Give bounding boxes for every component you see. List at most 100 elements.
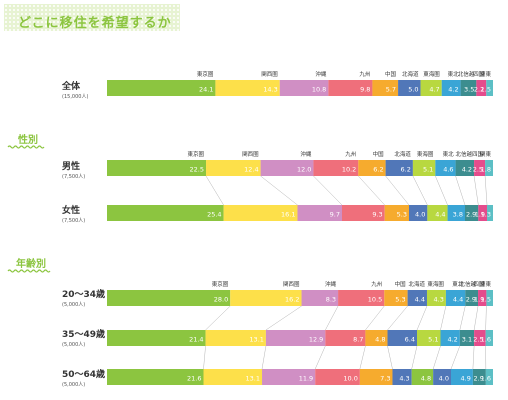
connector-line (472, 345, 475, 370)
data-label: 11.9 (299, 375, 313, 383)
bar-segment (206, 160, 261, 176)
bar-segment (215, 80, 280, 96)
row-sub-age-35-49: (5,000人) (62, 342, 86, 348)
connector-line (314, 345, 326, 370)
bar-segment (465, 205, 479, 221)
data-label: 4.2 (447, 336, 457, 344)
data-label: 3.8 (453, 211, 463, 219)
data-label: 1.6 (481, 336, 491, 344)
data-label: 2.9 (466, 296, 476, 304)
row-sub-age-20-34: (5,000人) (62, 302, 86, 308)
bar-segment (338, 290, 385, 306)
data-label: 24.1 (199, 86, 213, 94)
data-label: 4.2 (448, 86, 458, 94)
bar-segment (412, 160, 436, 176)
data-label: 4.0 (415, 211, 425, 219)
bar-segment (426, 290, 446, 306)
section-underline-age (7, 269, 51, 273)
data-label: 10.2 (342, 166, 356, 174)
connector-line (387, 305, 408, 331)
bar-segment (384, 290, 408, 306)
bar-segment (297, 205, 342, 221)
bar-segment (416, 330, 441, 346)
bar-segment (328, 80, 373, 96)
data-label: 4.3 (434, 296, 444, 304)
bar-segment (476, 80, 487, 96)
bar-segment (341, 205, 385, 221)
bar-segment (392, 369, 412, 385)
category-label: 中国 (373, 150, 385, 158)
section-label-gender: 性別 (18, 135, 38, 146)
connector-line (313, 175, 343, 206)
bar-segment (107, 330, 206, 346)
data-label: 7.3 (380, 375, 390, 383)
data-label: 4.8 (421, 375, 431, 383)
bar-segment (485, 369, 493, 385)
data-label: 2.5 (473, 166, 483, 174)
data-label: 12.9 (309, 336, 323, 344)
category-label: 中国 (395, 280, 407, 288)
bar-segment (440, 330, 460, 346)
data-label: 5.3 (397, 211, 407, 219)
category-label: 東京圏 (197, 70, 214, 78)
bar-segment (358, 160, 386, 176)
bar-segment (385, 160, 413, 176)
section-label-age: 年齢別 (16, 259, 46, 270)
data-label: 13.1 (249, 336, 263, 344)
connector-line (455, 175, 466, 206)
bar-segment (433, 369, 452, 385)
data-label: 4.9 (461, 375, 471, 383)
data-label: 5.0 (408, 86, 418, 94)
bar-segment (445, 290, 466, 306)
data-label: 16.2 (285, 296, 299, 304)
data-label: 1.6 (481, 375, 491, 383)
category-label: 東北 (448, 70, 460, 78)
row-sub-total: (15,000人) (62, 94, 89, 100)
bar-segment (203, 369, 263, 385)
data-label: 6.2 (401, 166, 411, 174)
data-label: 25.4 (207, 211, 221, 219)
category-label: 四国 (473, 281, 485, 288)
category-label: 関東 (480, 150, 492, 158)
data-label: 12.4 (244, 166, 258, 174)
data-label: 3.1 (462, 336, 472, 344)
connector-line (358, 175, 385, 206)
data-label: 4.0 (439, 375, 449, 383)
connector-line (205, 175, 224, 206)
bar-segment (427, 205, 448, 221)
data-label: 28.0 (214, 296, 228, 304)
data-label: 5.7 (386, 86, 396, 94)
bar-segment (107, 290, 231, 306)
bar-segment (384, 205, 410, 221)
category-label: 関西圏 (261, 71, 278, 78)
category-label: 四国 (472, 151, 484, 158)
data-label: 4.6 (443, 166, 453, 174)
category-label: 関東 (480, 70, 492, 78)
bar-segment (435, 160, 456, 176)
connector-line (412, 175, 428, 206)
bar-segment (260, 160, 314, 176)
bar-segment (107, 160, 207, 176)
data-label: 9.8 (360, 86, 370, 94)
connector-line (459, 305, 466, 331)
category-label: 中国 (385, 70, 397, 78)
bar-segment (486, 80, 493, 96)
bar-segment (398, 80, 421, 96)
bar-segment (365, 330, 388, 346)
bar-segment (107, 205, 224, 221)
connector-line (484, 175, 488, 206)
bar-segment (107, 80, 216, 96)
connector-line (387, 345, 393, 370)
bar-segment (465, 290, 479, 306)
category-label: 東海圏 (423, 70, 440, 78)
category-label: 関西圏 (283, 281, 300, 288)
bar-segment (107, 369, 204, 385)
bar-segment (205, 330, 266, 346)
data-label: 4.3 (399, 375, 409, 383)
bar-segment (441, 80, 461, 96)
connector-line (473, 175, 479, 206)
bar-segment (387, 330, 417, 346)
data-label: 5.1 (423, 166, 433, 174)
data-label: 4.2 (462, 166, 472, 174)
